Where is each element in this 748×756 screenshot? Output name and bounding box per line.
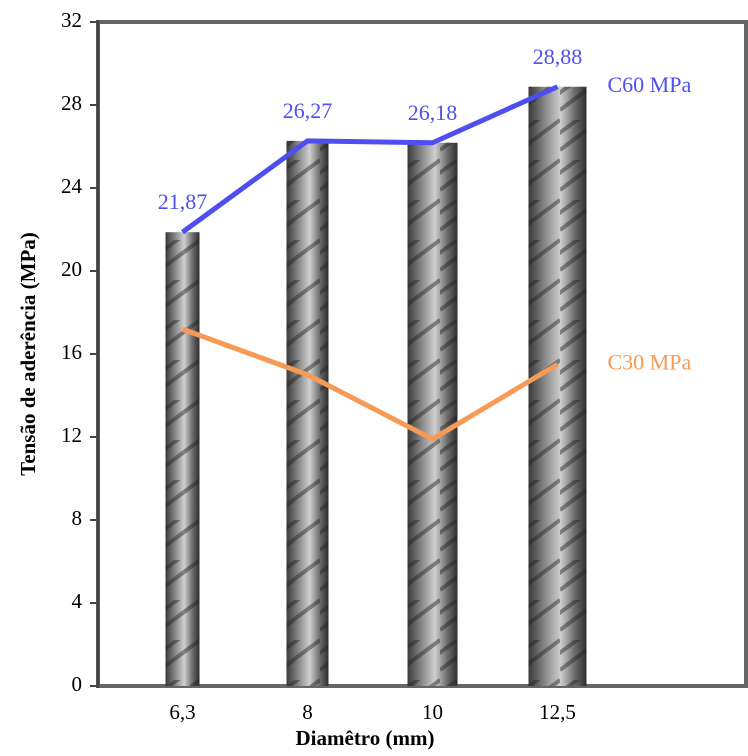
y-tick-label: 32 [61,8,82,32]
rebar-ribs [286,140,329,686]
y-tick-label: 8 [72,506,83,530]
rebar-ribs [165,232,200,686]
y-tick-label: 28 [61,91,82,115]
x-axis-title: Diamêtro (mm) [296,726,435,750]
y-tick-label: 0 [72,672,83,696]
y-tick-label: 24 [61,174,83,198]
y-tick-label: 16 [61,340,82,364]
series-line [181,84,559,235]
legend-label: C60 MPa [608,72,692,97]
y-tick-label: 4 [72,589,83,613]
x-tick-label: 8 [302,700,313,724]
data-label: 26,27 [283,98,333,123]
data-label: 21,87 [158,189,208,214]
y-axis-title: Tensão de aderência (MPa) [16,232,40,476]
legend-label: C30 MPa [608,349,692,374]
data-label: 26,18 [408,100,458,125]
x-tick-label: 12,5 [539,700,576,724]
series-line [181,326,559,442]
rebar-ribs [407,142,458,686]
x-tick-label: 10 [422,700,443,724]
rebar-ribs [528,86,587,687]
data-label: 28,88 [533,44,583,69]
y-tick-label: 12 [61,423,82,447]
x-tick-label: 6,3 [169,700,195,724]
y-tick-label: 20 [61,257,82,281]
